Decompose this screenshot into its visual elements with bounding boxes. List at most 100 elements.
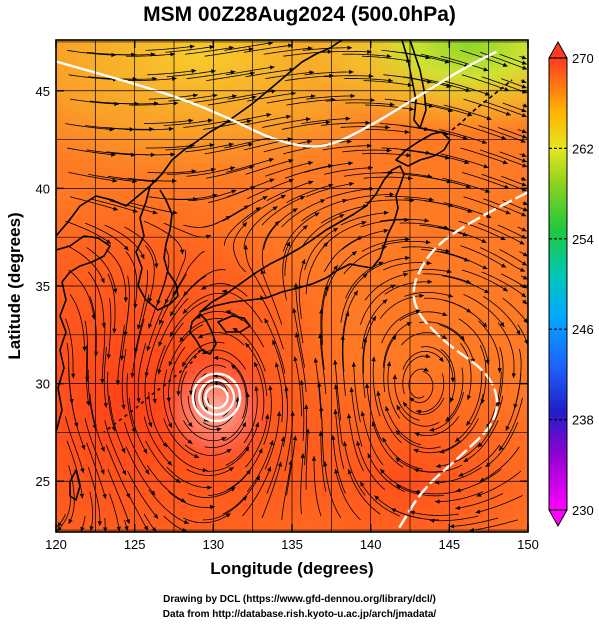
streamline xyxy=(497,346,504,407)
sakhalin-coast xyxy=(401,40,427,129)
streamline xyxy=(227,448,263,490)
streamline xyxy=(202,380,228,412)
streamline-arrow xyxy=(68,518,73,524)
streamline-arrow xyxy=(255,422,260,428)
streamline-arrow xyxy=(450,377,455,383)
streamline xyxy=(129,202,178,214)
streamline xyxy=(158,298,189,347)
streamline xyxy=(413,464,463,473)
streamline-arrow xyxy=(376,390,381,396)
streamline-arrow xyxy=(115,380,121,385)
streamline xyxy=(186,166,236,177)
streamline xyxy=(186,466,234,476)
streamline-arrow xyxy=(450,397,455,403)
streamline xyxy=(180,371,193,428)
streamline xyxy=(86,247,117,294)
streamline-arrow xyxy=(243,244,248,250)
streamline-arrow xyxy=(144,469,150,475)
streamline-arrow xyxy=(112,178,118,183)
streamline xyxy=(394,374,420,421)
streamline xyxy=(66,147,116,156)
streamline-arrow xyxy=(391,508,397,513)
streamline-arrow xyxy=(413,448,419,453)
streamline xyxy=(107,175,157,183)
streamline-arrow xyxy=(121,448,126,454)
streamline xyxy=(438,324,475,364)
streamline-arrow xyxy=(458,472,464,477)
streamline xyxy=(186,71,236,80)
streamline xyxy=(367,453,405,492)
streamline xyxy=(420,346,454,383)
streamline-arrow xyxy=(188,390,194,396)
streamline-arrow xyxy=(334,468,339,474)
streamline-arrow xyxy=(370,97,375,103)
streamline xyxy=(478,320,501,373)
streamline xyxy=(243,386,258,444)
streamline xyxy=(324,167,374,175)
streamline-arrow xyxy=(166,397,171,403)
streamline xyxy=(188,95,237,104)
streamline-arrow xyxy=(158,341,163,347)
streamline-arrow xyxy=(413,468,419,473)
streamline-arrow xyxy=(183,519,189,524)
streamline xyxy=(107,468,130,525)
streamline xyxy=(261,220,280,275)
streamline-arrow xyxy=(504,184,510,189)
streamline xyxy=(163,369,173,429)
streamline xyxy=(281,199,326,228)
streamline-arrow xyxy=(482,322,487,328)
streamline-arrow xyxy=(232,328,238,333)
streamline xyxy=(263,208,298,250)
streamline-arrow xyxy=(328,183,334,188)
streamline xyxy=(469,519,518,532)
streamline xyxy=(224,136,273,149)
streamline-arrow xyxy=(406,153,412,158)
streamline xyxy=(213,357,248,395)
streamline-arrow xyxy=(168,126,174,132)
streamline-arrow xyxy=(438,357,444,362)
streamline-arrow xyxy=(477,442,483,448)
streamline-arrow xyxy=(395,457,401,463)
streamline-arrow xyxy=(371,421,376,427)
streamline xyxy=(225,66,275,76)
streamline-arrow xyxy=(100,378,105,384)
streamline xyxy=(348,413,364,472)
streamline xyxy=(168,194,218,200)
streamline xyxy=(304,162,354,173)
streamline-arrow xyxy=(173,101,179,106)
streamline-arrow xyxy=(205,234,211,239)
streamline xyxy=(204,143,254,155)
streamline-arrow xyxy=(226,448,232,454)
streamline xyxy=(204,48,254,57)
streamline xyxy=(145,45,195,51)
streamline-arrow xyxy=(154,263,159,269)
streamline xyxy=(325,99,375,102)
streamline-arrow xyxy=(499,445,504,451)
streamline xyxy=(301,199,348,222)
streamline xyxy=(188,189,237,202)
streamline-arrow xyxy=(212,93,218,98)
streamline xyxy=(105,444,131,499)
streamline-arrow xyxy=(79,493,85,499)
x-axis-ticks: 120 125 130 135 140 145 150 xyxy=(45,40,539,552)
streamline-arrow xyxy=(136,324,142,330)
streamline-arrow xyxy=(232,94,237,99)
streamline xyxy=(343,246,388,275)
colorbar-tick-label: 238 xyxy=(572,413,594,428)
streamline-arrow xyxy=(189,44,195,49)
streamline-arrow xyxy=(385,125,390,130)
streamline-arrow xyxy=(439,449,445,454)
streamline xyxy=(419,321,465,341)
streamline xyxy=(478,222,525,245)
streamline xyxy=(148,271,168,329)
streamline xyxy=(324,461,342,519)
streamline xyxy=(263,385,272,445)
streamline xyxy=(334,359,342,421)
streamline-arrow xyxy=(317,382,322,387)
streamline-arrow xyxy=(292,208,298,213)
streamline xyxy=(442,177,491,193)
streamline xyxy=(128,495,149,531)
streamline-arrow xyxy=(342,441,348,447)
streamline xyxy=(449,517,499,527)
streamline-arrow xyxy=(320,199,326,204)
